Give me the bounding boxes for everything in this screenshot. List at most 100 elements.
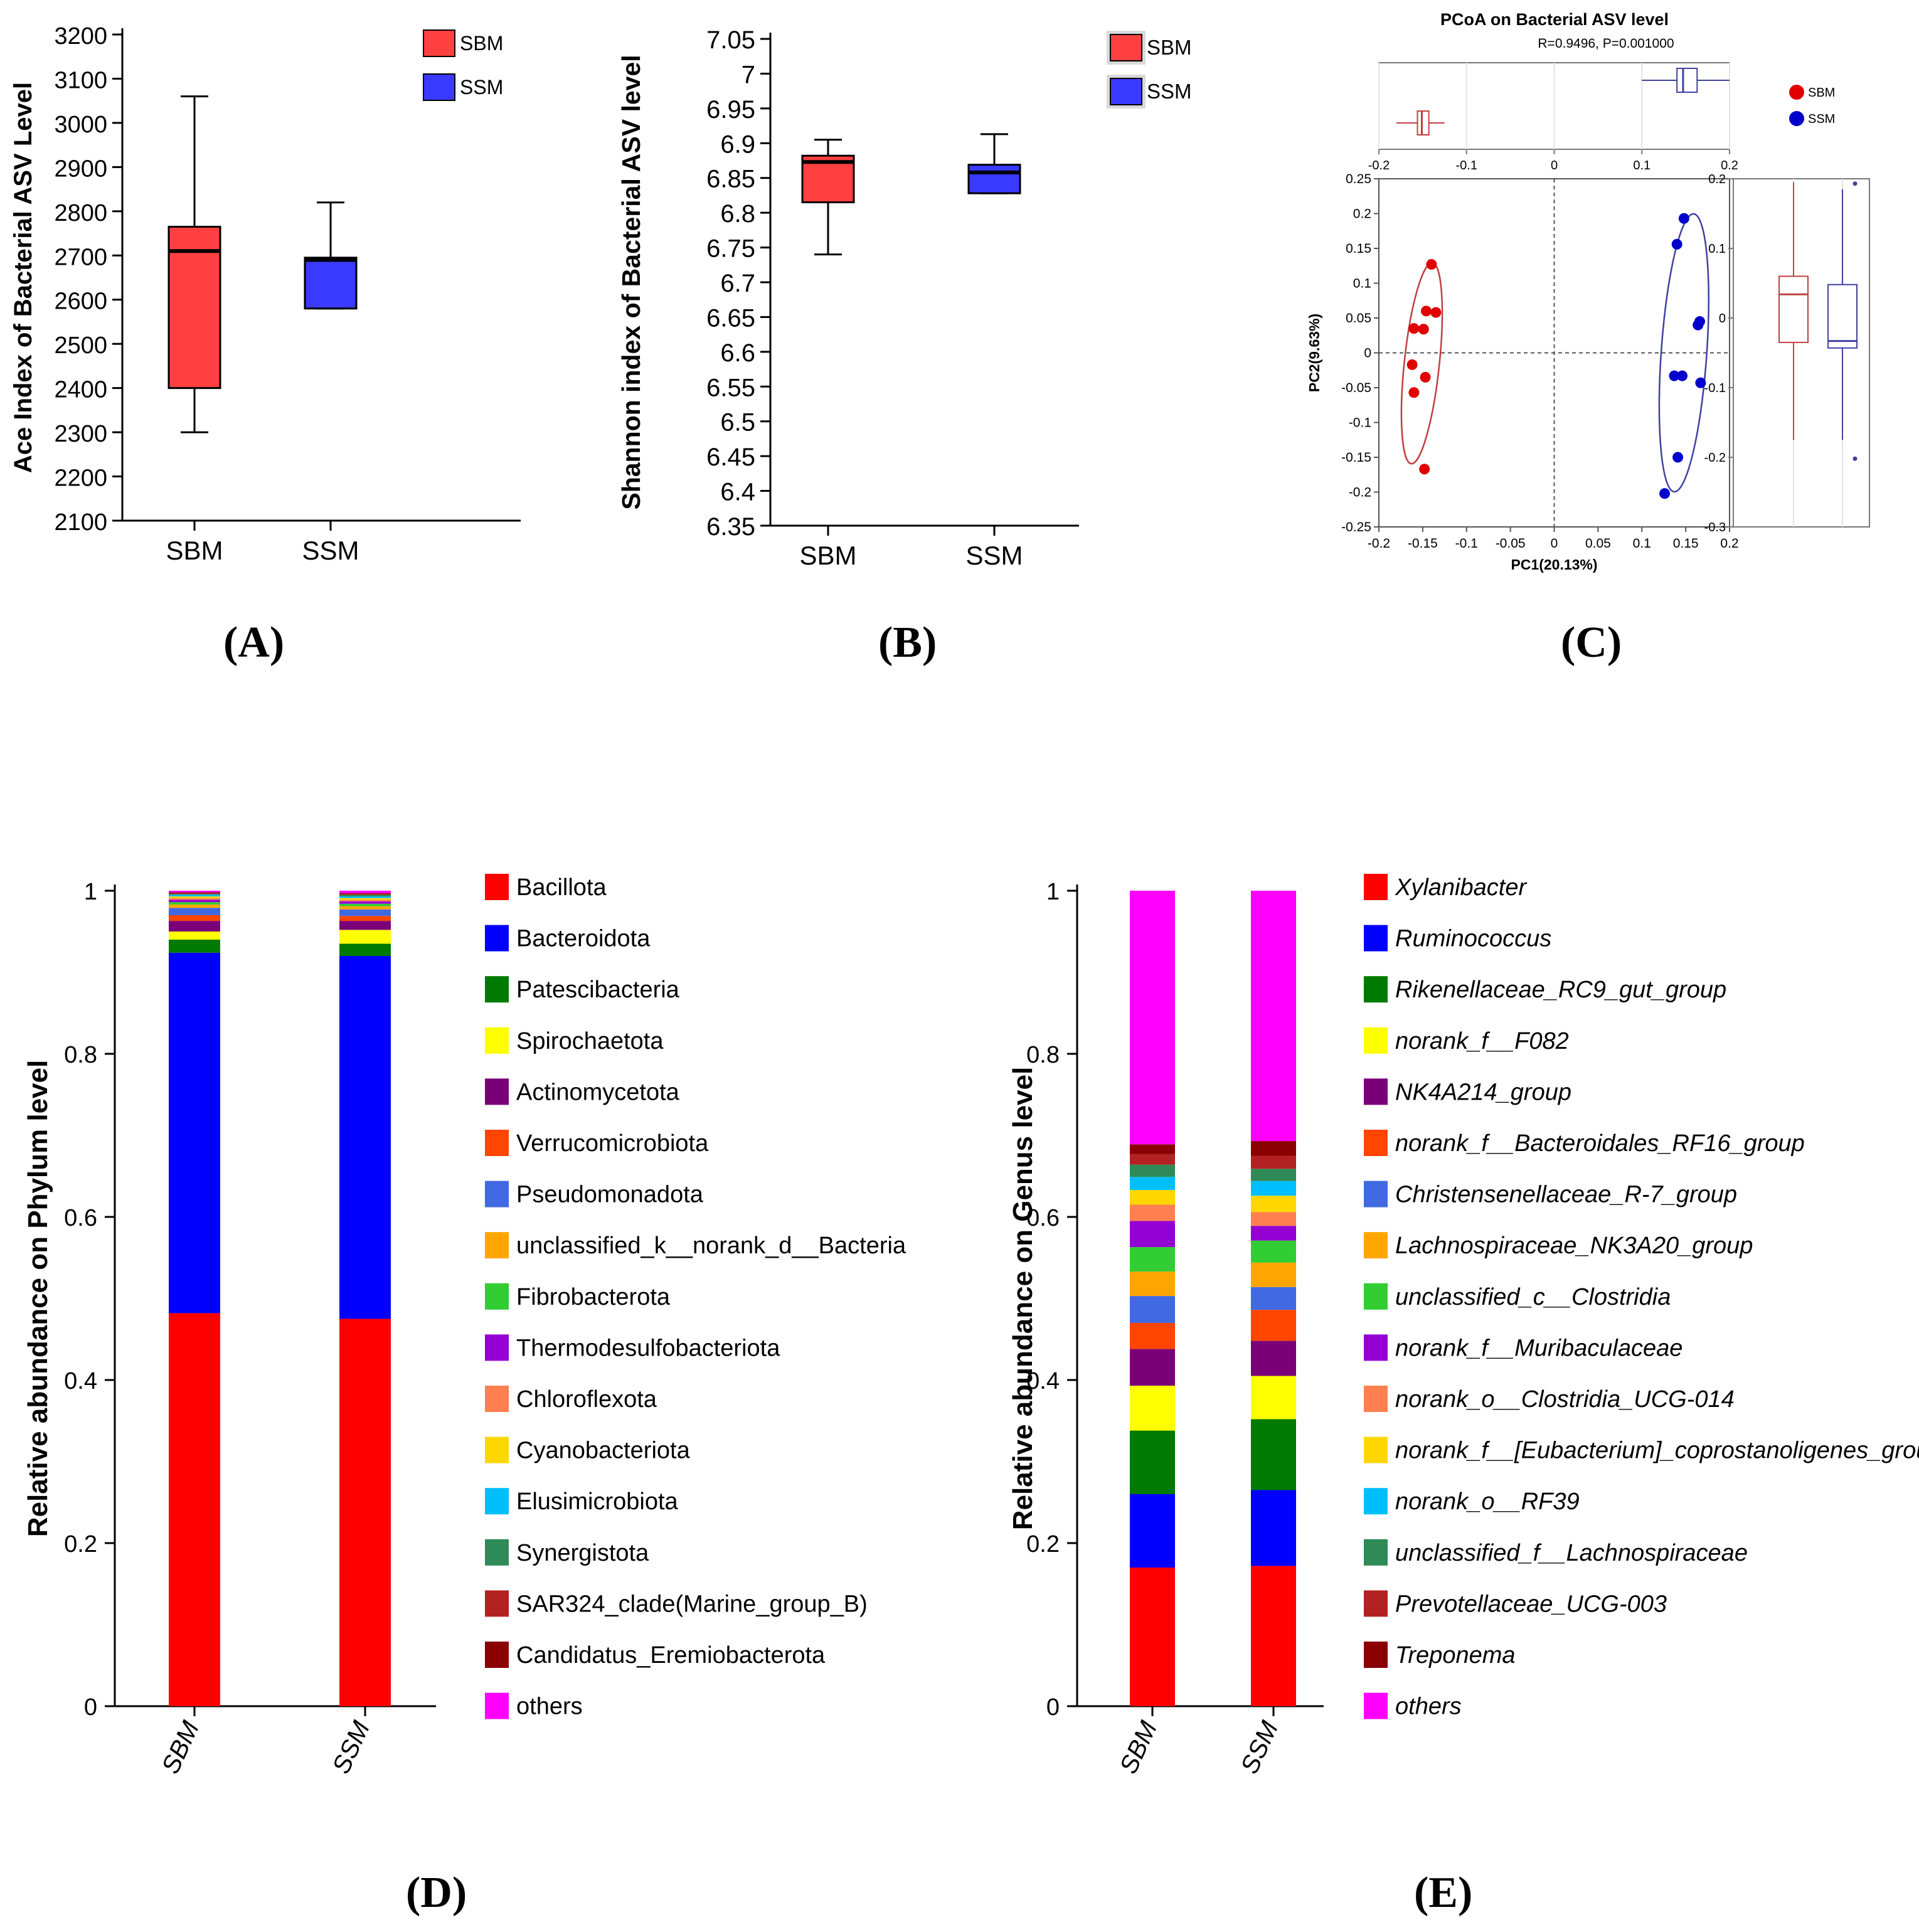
legend-swatch [1364,976,1388,1003]
bar-segment-xylanibacter [1130,1568,1175,1706]
legend-swatch [1364,1181,1388,1208]
legend-swatch [1364,1642,1388,1668]
point-sbm [1419,464,1430,475]
x-tick-label: SBM [1115,1717,1163,1778]
y-axis-label: PC2(9.63%) [1306,314,1322,392]
y-tick-label: 6.35 [706,513,755,541]
bar-segment-bacteroidota [169,952,220,1314]
point-sbm [1408,323,1420,334]
bar-segment-christensenellaceae-r-7-group [1251,1287,1296,1310]
bar-segment-elusimicrobiota [169,894,220,897]
bar-segment-rikenellaceae-rc9-gut-group [1251,1419,1296,1490]
x-tick-label: SBM [799,541,856,570]
legend-label: NK4A214_group [1395,1079,1571,1105]
legend-marker [1789,111,1804,126]
y-tick-label: 6.7 [720,270,755,297]
y-tick-label: 7 [742,61,755,88]
legend-label: SBM [1147,36,1192,59]
legend-label: unclassified_k__norank_d__Bacteria [516,1233,906,1259]
bar-segment-synergistota [339,894,391,897]
bar-segment-cyanobacteriota [339,898,391,900]
legend-swatch [423,73,455,101]
bar-segment-actinomycetota [169,921,220,932]
y-tick-label: 0.05 [1346,311,1371,326]
legend-label: Lachnospiraceae_NK3A20_group [1395,1233,1753,1259]
y-tick-label: 0.2 [1026,1531,1060,1558]
y-tick-label: 2900 [54,156,107,182]
legend-label: Christensenellaceae_R-7_group [1395,1182,1737,1208]
legend-label: Pseudomonadota [516,1182,704,1208]
y-tick-label: 0.2 [1353,207,1371,221]
point-ssm [1659,488,1671,499]
bar-segment-norank-o-clostridia-ucg-014 [1130,1204,1175,1221]
ellipse-sbm [1400,262,1443,465]
top-box-sbm [1417,110,1430,135]
y-tick-label: 0 [1364,346,1371,361]
bar-segment-norank-f-f082 [1130,1386,1175,1431]
y-tick-label: 0.6 [1026,1205,1060,1231]
y-tick-label: 2200 [54,465,107,492]
bar-segment-ruminococcus [1130,1494,1175,1568]
legend-label: SSM [460,76,503,98]
y-tick-label: 6.55 [706,374,755,401]
legend-swatch [485,925,509,952]
y-tick-label: 2400 [54,377,107,403]
y-tick-label: 6.4 [720,479,755,506]
bar-segment-patescibacteria [339,943,391,956]
box-sbm [167,225,221,390]
y-tick-label: 6.65 [706,304,755,332]
x-tick-label: -0.1 [1455,536,1478,551]
legend-label: Bacillota [516,874,607,901]
legend-label: norank_f__F082 [1395,1028,1569,1054]
bar-segment-elusimicrobiota [339,896,391,898]
x-tick-label: 0.2 [1720,536,1738,551]
y-tick-label: 0.25 [1346,172,1371,186]
legend-swatch [423,29,455,57]
bar-segment-unclassified-k-norank-d-bacteria [169,905,220,908]
y-tick-label: 0.1 [1353,277,1371,291]
legend-swatch [485,1027,509,1054]
legend-swatch [485,1590,509,1617]
y-tick-label: 0.8 [1026,1042,1060,1068]
bar-segment-nk4a214-group [1130,1349,1175,1386]
legend-swatch [1364,1283,1388,1310]
legend-label: Prevotellaceae_UCG-003 [1395,1591,1667,1617]
bar-segment-prevotellaceae-ucg-003 [1130,1154,1175,1165]
legend-label: Fibrobacterota [516,1284,671,1310]
legend-label: Ruminococcus [1395,926,1551,952]
bar-segment-patescibacteria [169,940,220,953]
legend-label: norank_f__Bacteroidales_RF16_group [1395,1130,1805,1157]
bar-segment-thermodesulfobacteriota [169,900,220,903]
bar-segment-sar324-clade-marine-group-b- [169,893,220,894]
legend-swatch [485,874,509,900]
y-tick-label: -0.2 [1349,486,1371,500]
top-x-tick-label: 0.1 [1633,159,1651,172]
legend-label: unclassified_c__Clostridia [1395,1284,1671,1310]
legend-swatch [1364,925,1388,952]
panel-label-e: (E) [1414,1869,1473,1917]
legend-swatch [1364,1590,1388,1617]
point-sbm [1420,371,1431,383]
legend-label: Thermodesulfobacteriota [516,1335,780,1361]
legend-swatch [485,1692,509,1719]
right-box-ssm [1827,284,1858,349]
legend-label: Patescibacteria [516,977,680,1003]
y-tick-label: 2300 [54,421,107,447]
bar-segment-norank-f-eubacterium-coprostanoligenes-group [1251,1196,1296,1213]
bar-segment-lachnospiraceae-nk3a20-group [1251,1262,1296,1287]
bar-segment-norank-f-bacteroidales-rf16-group [1251,1310,1296,1341]
y-axis-label: Relative abundance on Phylum level [23,1060,53,1537]
bar-segment-unclassified-f-lachnospiraceae [1251,1169,1296,1181]
legend-swatch [485,976,509,1003]
ellipse-ssm [1658,213,1709,493]
legend-swatch [1110,78,1142,105]
y-tick-label: 0.2 [64,1531,97,1558]
legend-label: Elusimicrobiota [516,1489,679,1515]
legend-label: norank_o__Clostridia_UCG-014 [1395,1386,1735,1413]
y-tick-label: 3000 [54,112,107,138]
right-y-tick-label: 0 [1719,312,1726,326]
bar-segment-norank-f-f082 [1251,1376,1296,1420]
right-outlier [1853,181,1858,186]
right-y-tick-label: -0.3 [1704,521,1726,534]
legend-label: others [1395,1694,1462,1720]
